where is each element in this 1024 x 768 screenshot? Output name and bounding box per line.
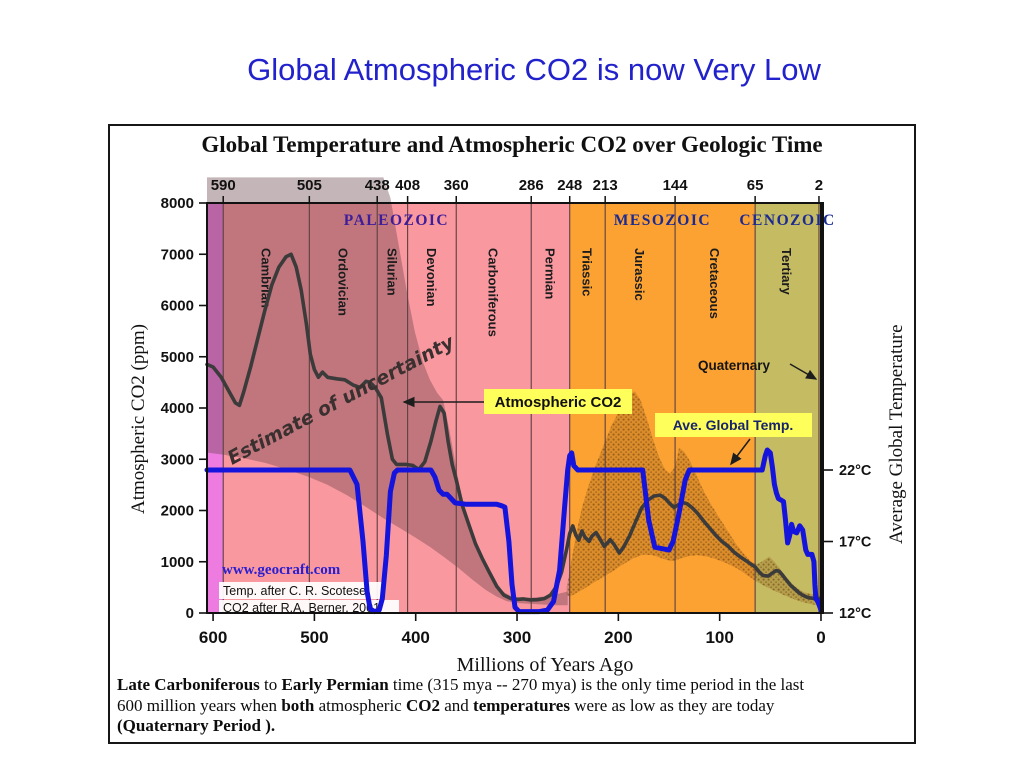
- y-axis-label-co2: Atmospheric CO2 (ppm): [128, 324, 149, 514]
- top-axis-tick-label: 2: [815, 177, 823, 194]
- chart-title: Global Temperature and Atmospheric CO2 o…: [201, 132, 823, 157]
- period-label-jurassic: Jurassic: [632, 248, 647, 301]
- period-label-cretaceous: Cretaceous: [707, 248, 722, 319]
- left-axis-tick-label: 1000: [161, 554, 194, 571]
- top-axis-tick-label: 408: [395, 177, 420, 194]
- bottom-axis-tick-label: 600: [199, 628, 227, 647]
- left-axis-tick-label: 8000: [161, 195, 194, 212]
- left-axis-tick-label: 0: [186, 605, 194, 622]
- top-axis-tick-label: 438: [365, 177, 390, 194]
- top-axis-tick-label: 213: [593, 177, 618, 194]
- bottom-axis-tick-label: 400: [402, 628, 430, 647]
- plot-svg: 590 505 438 408 360 286 248 213 144 65 2 PALEOZOIC M…: [161, 177, 872, 647]
- bottom-axis: 600 500 400 300 200 100 0: [199, 613, 826, 647]
- uncertainty-envelope-mesozoic-cenozoic: [566, 391, 821, 606]
- slide-title: Global Atmospheric CO2 is now Very Low: [247, 52, 821, 87]
- caption-segment: both: [281, 695, 315, 715]
- caption-segment: Late Carboniferous: [117, 675, 260, 694]
- left-axis-tick-label: 4000: [161, 400, 194, 417]
- quaternary-label: Quaternary: [698, 358, 771, 373]
- credits: www.geocraft.com Temp. after C. R. Scotes…: [219, 562, 399, 615]
- co2-callout-box: [484, 389, 632, 414]
- caption-segment: and: [439, 695, 474, 715]
- bottom-axis-tick-label: 300: [503, 628, 531, 647]
- right-axis-tick-label: 17°C: [839, 535, 872, 551]
- top-axis-tick-label: 590: [211, 177, 236, 194]
- caption-segment: Early Permian: [281, 675, 389, 694]
- co2-callout-label: Atmospheric CO2: [495, 394, 622, 411]
- bottom-axis-tick-label: 100: [705, 628, 733, 647]
- caption-segment: time (315 mya -- 270 mya) is the only ti…: [388, 675, 805, 694]
- caption-text: Late Carboniferous to Early Permian time…: [117, 675, 903, 737]
- y-axis-label-temp: Average Global Temperature: [886, 324, 907, 544]
- era-label-cenozoic: CENOZOIC: [739, 212, 835, 229]
- top-axis-tick-label: 65: [747, 177, 764, 194]
- temp-callout-label: Ave. Global Temp.: [673, 417, 794, 433]
- period-label-carboniferous: Carboniferous: [486, 248, 501, 337]
- period-label-triassic: Triassic: [579, 248, 594, 296]
- caption-segment: were as low as they are today: [569, 695, 775, 715]
- period-label-silurian: Silurian: [384, 248, 399, 296]
- credit-site: www.geocraft.com: [222, 562, 341, 578]
- caption-segment: (Quaternary Period ).: [117, 716, 276, 735]
- chart-frame: 590 505 438 408 360 286 248 213 144 65 2 PALEOZOIC M…: [108, 124, 916, 744]
- credit-co2-source: CO2 after R.A. Berner, 2001: [223, 601, 380, 615]
- bottom-axis-tick-label: 200: [604, 628, 632, 647]
- left-axis-tick-label: 2000: [161, 503, 194, 520]
- credit-temp-source: Temp. after C. R. Scotese: [223, 584, 366, 598]
- right-axis-tick-label: 12°C: [839, 606, 872, 622]
- left-axis-tick-label: 6000: [161, 298, 194, 315]
- x-axis-label: Millions of Years Ago: [456, 654, 634, 676]
- right-axis: 22°C 17°C 12°C: [824, 463, 872, 622]
- left-axis-tick-label: 3000: [161, 451, 194, 468]
- caption-segment: temperatures: [473, 695, 570, 715]
- bottom-axis-tick-label: 0: [816, 628, 825, 647]
- period-label-permian: Permian: [542, 248, 557, 299]
- caption-segment: 600 million years when: [117, 695, 282, 715]
- left-axis: 8000 7000 6000 5000 4000 3000 2000 1000 0: [161, 195, 207, 622]
- right-axis-tick-label: 22°C: [839, 463, 872, 479]
- left-axis-tick-label: 7000: [161, 246, 194, 263]
- period-label-cambrian: Cambrian: [258, 248, 273, 308]
- temp-callout-arrow: [730, 438, 751, 466]
- quaternary-arrow: [789, 363, 818, 380]
- caption-segment: atmospheric: [314, 695, 406, 715]
- caption-segment: CO2: [405, 695, 440, 715]
- era-label-paleozoic: PALEOZOIC: [344, 212, 449, 229]
- bottom-axis-tick-label: 500: [300, 628, 328, 647]
- top-axis-tick-label: 286: [519, 177, 544, 194]
- top-axis-tick-label: 248: [557, 177, 582, 194]
- top-axis-tick-label: 144: [663, 177, 689, 194]
- left-axis-tick-label: 5000: [161, 349, 194, 366]
- temp-line: [204, 447, 824, 615]
- top-axis-tick-label: 360: [444, 177, 469, 194]
- period-label-ordovician: Ordovician: [335, 248, 350, 316]
- period-label-devonian: Devonian: [424, 248, 439, 307]
- period-label-tertiary: Tertiary: [779, 248, 794, 295]
- uncertainty-envelope-paleozoic: [207, 177, 568, 606]
- caption-segment: to: [259, 675, 282, 694]
- temp-callout-box: [655, 413, 812, 437]
- era-label-mesozoic: MESOZOIC: [614, 212, 711, 229]
- band-precambrian: [207, 203, 224, 613]
- top-axis-tick-label: 505: [297, 177, 322, 194]
- plot-area: 590 505 438 408 360 286 248 213 144 65 2 PALEOZOIC M…: [161, 177, 872, 647]
